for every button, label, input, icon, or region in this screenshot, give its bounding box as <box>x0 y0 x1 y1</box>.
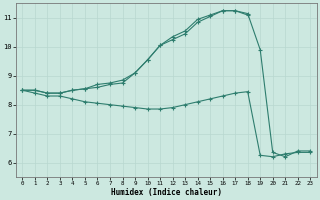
X-axis label: Humidex (Indice chaleur): Humidex (Indice chaleur) <box>111 188 222 197</box>
